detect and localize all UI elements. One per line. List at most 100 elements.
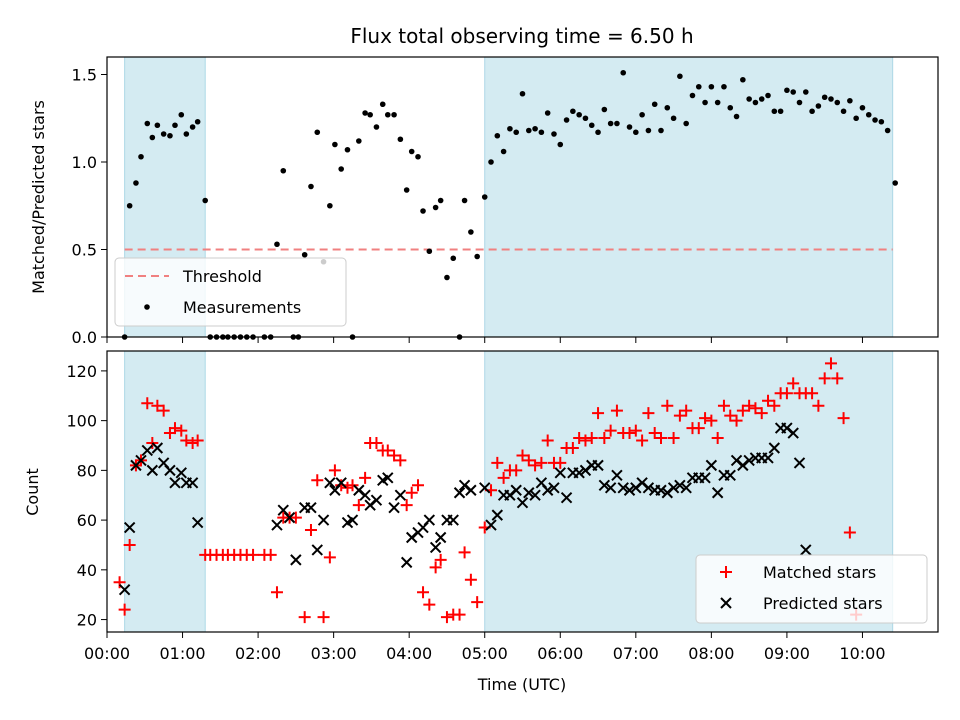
measurement-point [557, 141, 564, 148]
predicted-star-point [186, 477, 199, 489]
measurement-point [815, 103, 822, 109]
measurement-point [828, 96, 834, 102]
measurement-point [432, 204, 439, 211]
measurement-point [727, 104, 734, 111]
predicted-star-point [382, 472, 394, 484]
x-tick-label: 09:00 [764, 644, 810, 663]
matched-star-point [157, 404, 170, 417]
predicted-star-point [529, 489, 541, 501]
y-tick-label: 20 [77, 611, 97, 630]
y-tick-label: 80 [77, 461, 97, 480]
y-tick-label: 0.0 [72, 328, 97, 347]
matched-star-point [680, 404, 693, 417]
measurement-point [595, 129, 601, 136]
measurement-point [802, 89, 809, 95]
matched-star-point [141, 397, 154, 410]
measurement-point [695, 83, 702, 90]
predicted-star-point [768, 442, 781, 454]
matched-star-point [471, 596, 484, 609]
top-y-axis-label: Matched/Predicted stars [29, 100, 48, 294]
measurements-series [121, 69, 898, 340]
matched-star-point [661, 399, 674, 412]
measurement-point [588, 122, 595, 129]
predicted-star-point [699, 472, 711, 484]
predicted-stars-series [118, 422, 812, 596]
measurement-point [708, 83, 715, 90]
measurement-point [468, 229, 474, 235]
measurement-point [859, 104, 866, 111]
matched-star-point [768, 399, 781, 412]
predicted-star-point [335, 477, 347, 489]
top-x-ticks [106, 337, 863, 343]
matched-star-point [724, 409, 737, 422]
predicted-star-point [598, 479, 611, 491]
matched-star-point [730, 414, 743, 427]
measurement-point [391, 111, 397, 118]
predicted-star-point [429, 541, 442, 554]
predicted-star-point [787, 427, 799, 439]
predicted-star-point [317, 514, 330, 526]
ratio-panel: 0.0 0.5 1.0 1.5 Matched/Predicted stars Thr… [29, 56, 939, 347]
matched-star-point [346, 479, 359, 492]
matched-star-point [168, 422, 181, 435]
x-tick-label: 03:00 [311, 644, 357, 663]
y-tick-label: 1.0 [72, 153, 97, 172]
predicted-star-point [271, 519, 283, 531]
predicted-star-point [169, 477, 181, 489]
predicted-star-point [359, 489, 371, 501]
matched-star-point [388, 449, 401, 462]
matched-star-point [755, 407, 768, 420]
predicted-star-point [305, 501, 317, 514]
matched-star-point [352, 499, 365, 512]
predicted-star-point [680, 482, 692, 494]
measurement-point [513, 129, 520, 136]
matched-star-point [824, 357, 837, 370]
matched-star-point [831, 372, 844, 385]
predicted-star-point [554, 467, 566, 479]
predicted-star-point [573, 467, 585, 479]
measurement-point [183, 131, 190, 137]
matched-star-point [417, 586, 430, 599]
y-tick-label: 100 [66, 412, 97, 431]
y-tick-label: 0.5 [72, 241, 97, 260]
matched-star-point [370, 437, 383, 450]
measurement-point [670, 115, 677, 122]
predicted-star-point [118, 584, 131, 596]
measurement-point [702, 99, 708, 106]
measurement-point [308, 183, 314, 190]
matched-star-point [629, 424, 642, 437]
matched-star-point [381, 444, 394, 457]
measurement-point [194, 118, 201, 125]
predicted-star-point [655, 484, 667, 496]
predicted-star-point [485, 519, 497, 531]
matched-star-point [673, 409, 686, 422]
predicted-star-point [560, 492, 573, 504]
measurement-point [821, 94, 828, 101]
predicted-star-point [592, 459, 604, 472]
measurement-point [494, 132, 501, 139]
matched-star-point [655, 432, 667, 445]
measurement-point [840, 108, 847, 115]
matched-stars-series [113, 357, 863, 624]
measurement-point [189, 124, 196, 130]
predicted-star-point [491, 509, 504, 521]
predicted-star-point [623, 484, 636, 496]
measurement-point [664, 104, 671, 111]
predicted-star-point [370, 494, 383, 506]
predicted-star-point [793, 457, 806, 469]
measurement-point [752, 99, 759, 106]
measurement-point [740, 76, 746, 83]
measurement-point [733, 113, 740, 120]
top-y-ticks: 0.0 0.5 1.0 1.5 [72, 66, 107, 347]
predicted-star-point [711, 487, 724, 499]
matched-star-point [566, 441, 579, 454]
matched-star-point [843, 526, 856, 539]
matched-star-point [787, 377, 800, 390]
measurement-point [872, 117, 878, 123]
measurement-point [601, 106, 608, 113]
legend-matched-label: Matched stars [763, 563, 876, 582]
predicted-star-point [453, 487, 466, 499]
measurement-point [746, 96, 752, 102]
measurement-point [415, 153, 421, 160]
